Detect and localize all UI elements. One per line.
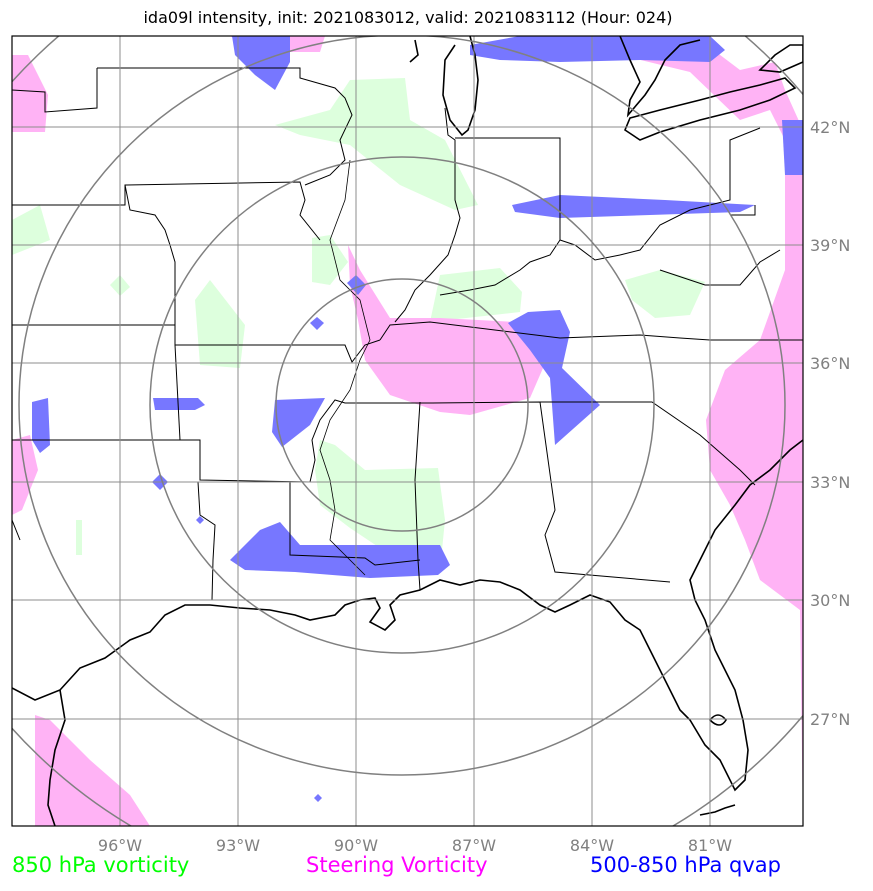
legend-steering-vorticity: Steering Vorticity	[306, 853, 488, 877]
blue-area-dot-south	[314, 794, 322, 802]
lake-michigan	[442, 36, 479, 137]
blue-area-dot-mid	[196, 516, 204, 524]
green-area-appalachia	[625, 270, 705, 318]
qvap-areas	[32, 36, 803, 802]
blue-area-tennessee	[508, 310, 600, 445]
lat-label-33n: 33°N	[810, 473, 850, 492]
blue-area-texas-west	[32, 398, 50, 453]
coastlines	[12, 36, 803, 826]
ring-3	[18, 36, 786, 776]
mississippi-river	[319, 159, 371, 576]
lat-label-27n: 27°N	[810, 710, 850, 729]
blue-area-small-diamond	[310, 317, 324, 330]
blue-area-east-edge	[782, 120, 803, 175]
blue-area-lake-michigan	[470, 36, 725, 62]
lat-label-30n: 30°N	[810, 591, 850, 610]
graticule	[12, 36, 803, 826]
green-area-north	[275, 78, 478, 210]
lon-label-96w: 96°W	[98, 836, 142, 855]
green-area-ozarks	[195, 280, 245, 368]
lon-label-93w: 93°W	[216, 836, 260, 855]
lon-label-87w: 87°W	[452, 836, 496, 855]
legend-850-vorticity: 850 hPa vorticity	[12, 853, 190, 877]
lat-label-42n: 42°N	[810, 118, 850, 137]
lon-label-90w: 90°W	[334, 836, 378, 855]
north-coast	[409, 39, 419, 63]
magenta-area-texas-coast	[35, 715, 150, 826]
lake-erie	[624, 77, 797, 141]
legend-qvap: 500-850 hPa qvap	[590, 853, 781, 877]
green-area-missouri	[312, 235, 348, 285]
lat-label-36n: 36°N	[810, 354, 850, 373]
lon-label-81w: 81°W	[688, 836, 732, 855]
green-area-kentucky	[430, 268, 522, 322]
keys	[699, 804, 736, 816]
ring-1	[275, 278, 529, 532]
blue-area-oklahoma	[153, 398, 205, 410]
lake-okeechobee	[708, 714, 727, 726]
gulf-coastline	[12, 439, 803, 792]
vorticity-850-areas	[12, 78, 705, 570]
lon-label-84w: 84°W	[570, 836, 614, 855]
green-area-mississippi	[315, 440, 445, 570]
lake-ontario	[758, 44, 803, 73]
latitude-tick-labels: 42°N 39°N 36°N 33°N 30°N 27°N	[810, 118, 850, 729]
green-area-texas-dot	[76, 520, 82, 555]
magenta-area-northeast	[590, 36, 803, 826]
magenta-area-west	[12, 435, 38, 515]
blue-area-north	[232, 36, 290, 90]
green-area-west	[12, 205, 50, 255]
steering-vorticity-areas	[12, 36, 803, 826]
state-boundaries	[12, 67, 803, 601]
lat-label-39n: 39°N	[810, 236, 850, 255]
magenta-area-nw	[12, 55, 48, 132]
blue-area-arkansas	[272, 398, 325, 447]
ring-2	[149, 156, 655, 654]
longitude-tick-labels: 96°W 93°W 90°W 87°W 84°W 81°W	[98, 836, 732, 855]
blue-area-ohio	[512, 195, 755, 218]
lake-huron	[619, 36, 701, 118]
map-frame	[11, 35, 804, 827]
map-title: ida09l intensity, init: 2021083012, vali…	[143, 8, 673, 27]
magenta-area-ohio-valley	[348, 245, 550, 415]
texas-coastline	[47, 689, 66, 826]
